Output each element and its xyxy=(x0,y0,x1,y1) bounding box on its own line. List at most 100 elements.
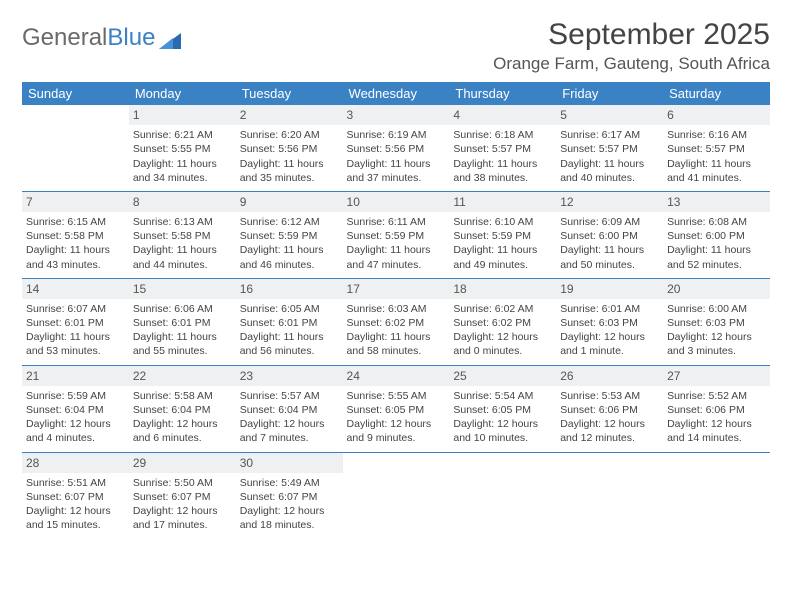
calendar-row: 7Sunrise: 6:15 AMSunset: 5:58 PMDaylight… xyxy=(22,191,770,278)
calendar-cell: 7Sunrise: 6:15 AMSunset: 5:58 PMDaylight… xyxy=(22,191,129,278)
sunset-text: Sunset: 5:59 PM xyxy=(347,229,446,243)
sunset-text: Sunset: 6:07 PM xyxy=(133,490,232,504)
calendar-cell: 1Sunrise: 6:21 AMSunset: 5:55 PMDaylight… xyxy=(129,105,236,191)
daylight-text: Daylight: 11 hours and 35 minutes. xyxy=(240,157,339,185)
sunset-text: Sunset: 6:07 PM xyxy=(26,490,125,504)
sunset-text: Sunset: 5:58 PM xyxy=(133,229,232,243)
calendar-cell: 12Sunrise: 6:09 AMSunset: 6:00 PMDayligh… xyxy=(556,191,663,278)
sunrise-text: Sunrise: 6:12 AM xyxy=(240,215,339,229)
daylight-text: Daylight: 11 hours and 49 minutes. xyxy=(453,243,552,271)
sunset-text: Sunset: 5:56 PM xyxy=(347,142,446,156)
sunset-text: Sunset: 5:57 PM xyxy=(453,142,552,156)
calendar-cell: 5 Sunrise: 6:17 AMSunset: 5:57 PMDaylight… xyxy=(556,105,663,191)
page-header: GeneralBlue September 2025 Orange Farm, … xyxy=(22,18,770,74)
day-number: 11 xyxy=(449,192,556,212)
sunrise-text: Sunrise: 6:01 AM xyxy=(560,302,659,316)
calendar-cell: 22Sunrise: 5:58 AMSunset: 6:04 PMDayligh… xyxy=(129,365,236,452)
calendar-cell xyxy=(22,105,129,191)
sunset-text: Sunset: 6:06 PM xyxy=(560,403,659,417)
day-number: 25 xyxy=(449,366,556,386)
sunset-text: Sunset: 5:59 PM xyxy=(453,229,552,243)
day-number: 7 xyxy=(22,192,129,212)
sunrise-text: Sunrise: 5:58 AM xyxy=(133,389,232,403)
daylight-text: Daylight: 11 hours and 40 minutes. xyxy=(560,157,659,185)
calendar-cell: 28Sunrise: 5:51 AMSunset: 6:07 PMDayligh… xyxy=(22,452,129,538)
day-number: 12 xyxy=(556,192,663,212)
daylight-text: Daylight: 11 hours and 53 minutes. xyxy=(26,330,125,358)
daylight-text: Daylight: 12 hours and 18 minutes. xyxy=(240,504,339,532)
calendar-cell: 25Sunrise: 5:54 AMSunset: 6:05 PMDayligh… xyxy=(449,365,556,452)
day-number: 16 xyxy=(236,279,343,299)
calendar-cell: 17Sunrise: 6:03 AMSunset: 6:02 PMDayligh… xyxy=(343,278,450,365)
day-number: 27 xyxy=(663,366,770,386)
calendar-cell xyxy=(556,452,663,538)
daylight-text: Daylight: 11 hours and 50 minutes. xyxy=(560,243,659,271)
sunset-text: Sunset: 6:05 PM xyxy=(453,403,552,417)
sunrise-text: Sunrise: 5:59 AM xyxy=(26,389,125,403)
day-number: 24 xyxy=(343,366,450,386)
sunset-text: Sunset: 5:59 PM xyxy=(240,229,339,243)
day-number: 18 xyxy=(449,279,556,299)
calendar-cell: 10Sunrise: 6:11 AMSunset: 5:59 PMDayligh… xyxy=(343,191,450,278)
daylight-text: Daylight: 11 hours and 46 minutes. xyxy=(240,243,339,271)
calendar-cell xyxy=(663,452,770,538)
logo: GeneralBlue xyxy=(22,18,181,52)
daylight-text: Daylight: 12 hours and 14 minutes. xyxy=(667,417,766,445)
daylight-text: Daylight: 11 hours and 43 minutes. xyxy=(26,243,125,271)
calendar-cell: 4Sunrise: 6:18 AMSunset: 5:57 PMDaylight… xyxy=(449,105,556,191)
daylight-text: Daylight: 12 hours and 9 minutes. xyxy=(347,417,446,445)
sunrise-text: Sunrise: 6:09 AM xyxy=(560,215,659,229)
sunrise-text: Sunrise: 6:18 AM xyxy=(453,128,552,142)
sunrise-text: Sunrise: 5:50 AM xyxy=(133,476,232,490)
sunset-text: Sunset: 5:57 PM xyxy=(560,142,659,156)
sunset-text: Sunset: 5:56 PM xyxy=(240,142,339,156)
daylight-text: Daylight: 12 hours and 0 minutes. xyxy=(453,330,552,358)
day-number: 10 xyxy=(343,192,450,212)
sunset-text: Sunset: 6:02 PM xyxy=(347,316,446,330)
logo-triangle-icon xyxy=(159,33,181,49)
sunset-text: Sunset: 5:55 PM xyxy=(133,142,232,156)
sunrise-text: Sunrise: 5:57 AM xyxy=(240,389,339,403)
sunrise-text: Sunrise: 5:52 AM xyxy=(667,389,766,403)
calendar-cell: 19Sunrise: 6:01 AMSunset: 6:03 PMDayligh… xyxy=(556,278,663,365)
day-number: 9 xyxy=(236,192,343,212)
calendar-cell: 6Sunrise: 6:16 AMSunset: 5:57 PMDaylight… xyxy=(663,105,770,191)
col-sunday: Sunday xyxy=(22,82,129,105)
sunrise-text: Sunrise: 6:11 AM xyxy=(347,215,446,229)
sunset-text: Sunset: 6:01 PM xyxy=(26,316,125,330)
sunrise-text: Sunrise: 6:08 AM xyxy=(667,215,766,229)
sunrise-text: Sunrise: 5:51 AM xyxy=(26,476,125,490)
calendar-row: 14Sunrise: 6:07 AMSunset: 6:01 PMDayligh… xyxy=(22,278,770,365)
sunrise-text: Sunrise: 6:19 AM xyxy=(347,128,446,142)
daylight-text: Daylight: 11 hours and 44 minutes. xyxy=(133,243,232,271)
daylight-text: Daylight: 12 hours and 6 minutes. xyxy=(133,417,232,445)
day-number: 26 xyxy=(556,366,663,386)
sunrise-text: Sunrise: 6:10 AM xyxy=(453,215,552,229)
col-saturday: Saturday xyxy=(663,82,770,105)
calendar-cell: 11 Sunrise: 6:10 AMSunset: 5:59 PMDayligh… xyxy=(449,191,556,278)
day-number: 5 xyxy=(556,105,663,125)
day-number: 15 xyxy=(129,279,236,299)
day-number: 8 xyxy=(129,192,236,212)
sunset-text: Sunset: 6:02 PM xyxy=(453,316,552,330)
logo-text-2: Blue xyxy=(107,24,155,52)
daylight-text: Daylight: 11 hours and 58 minutes. xyxy=(347,330,446,358)
col-friday: Friday xyxy=(556,82,663,105)
month-title: September 2025 xyxy=(493,18,770,52)
calendar-cell: 27 Sunrise: 5:52 AMSunset: 6:06 PMDayligh… xyxy=(663,365,770,452)
sunrise-text: Sunrise: 5:49 AM xyxy=(240,476,339,490)
daylight-text: Daylight: 11 hours and 34 minutes. xyxy=(133,157,232,185)
day-number: 30 xyxy=(236,453,343,473)
calendar-cell xyxy=(449,452,556,538)
location: Orange Farm, Gauteng, South Africa xyxy=(493,54,770,74)
sunrise-text: Sunrise: 6:17 AM xyxy=(560,128,659,142)
day-number: 21 xyxy=(22,366,129,386)
sunset-text: Sunset: 6:03 PM xyxy=(667,316,766,330)
day-number: 23 xyxy=(236,366,343,386)
calendar-cell: 20Sunrise: 6:00 AMSunset: 6:03 PMDayligh… xyxy=(663,278,770,365)
sunset-text: Sunset: 6:01 PM xyxy=(133,316,232,330)
calendar-cell: 9 Sunrise: 6:12 AMSunset: 5:59 PMDaylight… xyxy=(236,191,343,278)
sunset-text: Sunset: 6:06 PM xyxy=(667,403,766,417)
sunset-text: Sunset: 6:03 PM xyxy=(560,316,659,330)
calendar-cell: 30Sunrise: 5:49 AMSunset: 6:07 PMDayligh… xyxy=(236,452,343,538)
